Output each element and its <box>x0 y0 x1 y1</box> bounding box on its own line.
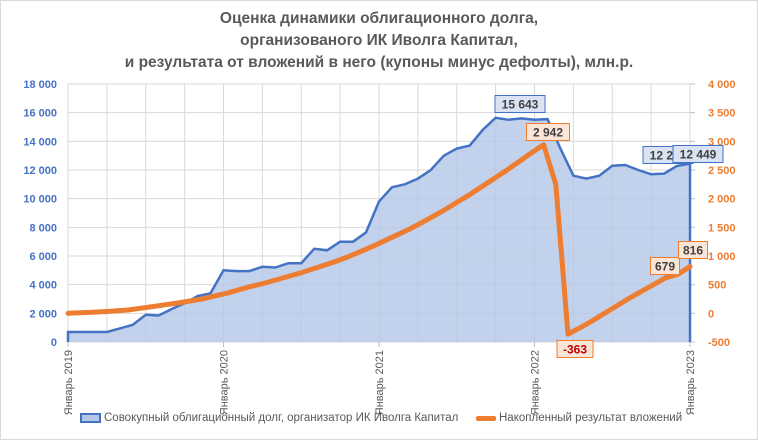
legend-item-result[interactable]: Накопленный результат вложений <box>476 412 682 424</box>
right-axis-tick: 4 000 <box>708 79 736 91</box>
right-axis-tick: 500 <box>708 280 726 292</box>
left-axis-tick: 10 000 <box>23 194 57 206</box>
debt-line <box>66 116 692 342</box>
left-axis-tick: 14 000 <box>23 136 57 148</box>
right-axis-tick: 2 500 <box>708 165 736 177</box>
label-peak-debt: 15 643 <box>502 98 539 112</box>
right-axis-tick: -500 <box>708 337 730 349</box>
x-axis-tick: Январь 2023 <box>685 350 697 415</box>
label-debt-last-box <box>672 145 724 163</box>
label-result-late: 679 <box>655 260 675 274</box>
result-line <box>65 142 693 337</box>
title-line-1: Оценка динамики облигационного долга, <box>219 10 539 27</box>
title-line-2: организованого ИК Иволга Капитал, <box>240 32 518 49</box>
label-min-result-box <box>556 340 594 358</box>
label-result-late-box <box>650 257 680 275</box>
debt-area <box>68 117 690 342</box>
right-axis-tick: 2 000 <box>708 194 736 206</box>
label-peak-result-box <box>526 123 570 141</box>
legend-item-debt[interactable]: Совокупный облигационный долг, организат… <box>80 412 458 424</box>
right-axis-tick: 3 500 <box>708 108 736 120</box>
label-result-last: 816 <box>683 244 703 258</box>
legend-label-result: Накопленный результат вложений <box>499 412 683 424</box>
left-axis-tick: 18 000 <box>23 79 57 91</box>
right-axis-tick: 1 000 <box>708 251 736 263</box>
label-result-last-box <box>678 241 708 259</box>
left-axis-tick: 2 000 <box>29 308 57 320</box>
title-line-3: и результата от вложений в него (купоны … <box>124 54 634 71</box>
chart-title: Оценка динамики облигационного долга, ор… <box>0 8 758 74</box>
x-axis-tick: Январь 2021 <box>374 350 386 415</box>
left-axis-tick: 6 000 <box>29 251 57 263</box>
x-axis-tick: Январь 2022 <box>530 350 542 415</box>
x-axis-tick: Январь 2020 <box>219 350 231 415</box>
legend-label-debt: Совокупный облигационный долг, организат… <box>104 412 459 424</box>
right-axis-tick: 1 500 <box>708 222 736 234</box>
left-axis-tick: 12 000 <box>23 165 57 177</box>
legend-swatch-line <box>476 415 496 421</box>
x-axis-tick: Январь 2019 <box>63 350 75 415</box>
left-axis-tick: 8 000 <box>29 222 57 234</box>
legend-swatch-area <box>80 413 101 423</box>
left-axis-tick: 0 <box>51 337 57 349</box>
label-min-result: -363 <box>563 343 587 357</box>
right-axis-tick: 0 <box>708 308 714 320</box>
label-peak-debt-box <box>494 95 546 113</box>
left-axis-tick: 16 000 <box>23 108 57 120</box>
left-axis-tick: 4 000 <box>29 280 57 292</box>
label-peak-result: 2 942 <box>533 126 563 140</box>
legend: Совокупный облигационный долг, организат… <box>0 412 758 432</box>
label-debt-last: 12 449 <box>680 148 717 162</box>
